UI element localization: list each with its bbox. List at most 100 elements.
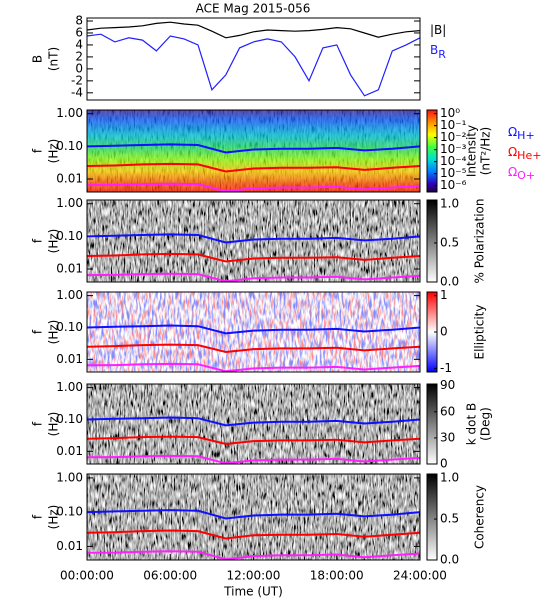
x-tick-label: 18:00:00	[310, 569, 364, 583]
y-axis-label: f	[31, 148, 45, 153]
series-sub: O+	[517, 169, 535, 182]
series-line	[86, 33, 421, 97]
panel: 1.000.100.01f (Hz)ΩH+ΩHe+ΩO+10⁰10⁻¹10⁻²10…	[31, 106, 541, 193]
y-tick-label: 4	[75, 37, 83, 51]
colorbar	[426, 109, 438, 193]
y-axis-label: f	[31, 329, 45, 334]
series-line	[86, 416, 421, 427]
plot-frame	[86, 291, 421, 373]
x-tick-label: 00:00:00	[60, 569, 114, 583]
plot-frame	[86, 199, 421, 283]
series-sub: H+	[517, 129, 535, 142]
panel: 1.00 0.10 0.01 f (Hz) 90 60 30 0 k dot B (Deg)	[31, 378, 493, 470]
series-line	[86, 182, 421, 193]
colorbar-tick-label: 0.0	[440, 553, 459, 567]
y-tick-label: 0.01	[56, 352, 83, 366]
colorbar-tick-label: 10⁻¹	[440, 118, 467, 132]
colorbar-label: k dot B	[465, 403, 479, 445]
y-axis-label: B	[31, 55, 45, 63]
colorbar-label: Intensity	[465, 125, 479, 177]
plot-frame	[86, 473, 421, 561]
plot-frame	[86, 17, 421, 101]
legend-name: B	[430, 43, 438, 57]
legend-sub: R	[438, 48, 446, 61]
y-tick-label: 0.10	[56, 229, 83, 243]
series-label: ΩH+	[508, 125, 535, 143]
colorbar-label: Coherency	[473, 485, 487, 549]
colorbar-tick-label: 10⁻²	[440, 130, 467, 144]
colorbar-label: % Polarization	[473, 199, 487, 284]
colorbar-tick-label: 10⁻⁶	[440, 178, 467, 192]
colorbar-tick-label: 10⁻³	[440, 142, 467, 156]
series-line	[86, 343, 421, 354]
series-line	[86, 324, 421, 335]
y-tick-label: 1.00	[56, 196, 83, 210]
series-name: Ω	[508, 145, 517, 159]
series-name: Ω	[508, 165, 517, 179]
colorbar-label: Ellipticity	[473, 305, 487, 360]
y-tick-label: 6	[75, 25, 83, 39]
colorbar-tick-label: 0.0	[440, 275, 459, 289]
series-line	[86, 272, 421, 283]
y-tick-label: -4	[71, 85, 83, 99]
colorbar-tick-label: 90	[440, 378, 455, 392]
colorbar-tick-label: 1.0	[440, 471, 459, 485]
colorbar-tick-label: 0	[440, 457, 448, 471]
y-axis-label: f	[31, 421, 45, 426]
y-axis-label: f	[31, 514, 45, 519]
colorbar-tick-label: 10⁰	[440, 106, 460, 120]
y-tick-label: 0.10	[56, 320, 83, 334]
y-tick-label: -2	[71, 73, 83, 87]
panel: 1.00 0.10 0.01 f (Hz) 00:00:00 06:00:00 12:00:0…	[31, 470, 487, 598]
y-tick-label: 0.01	[56, 172, 83, 186]
y-tick-label: 1.00	[56, 288, 83, 302]
y-axis-label: (Hz)	[47, 229, 61, 254]
legend-name: |B|	[430, 23, 446, 37]
colorbar-tick-label: 0.5	[440, 235, 459, 249]
colorbar	[426, 199, 438, 283]
series-line	[86, 162, 421, 173]
y-tick-label: 0.01	[56, 444, 83, 458]
y-axis-label: (Hz)	[47, 320, 61, 345]
plot-frame	[86, 383, 421, 465]
series-line	[86, 435, 421, 446]
panel: 1.00 0.10 0.01 f (Hz) 1.0 0.5 0.0 % Polarization	[31, 196, 487, 288]
series-line	[86, 252, 421, 263]
x-tick-label: 24:00:00	[393, 569, 447, 583]
y-tick-label: 2	[75, 49, 83, 63]
series-line	[86, 233, 421, 244]
y-tick-label: 0	[75, 61, 83, 75]
colorbar-tick-label: 0	[440, 325, 448, 339]
chart-title: ACE Mag 2015-056	[196, 2, 311, 16]
colorbar-tick-label: -1	[440, 361, 452, 375]
colorbar-label: (Deg)	[479, 407, 493, 441]
series-line	[86, 21, 421, 39]
y-tick-label: 0.01	[56, 539, 83, 553]
colorbar-label: (nT²/Hz)	[479, 127, 493, 175]
colorbar-tick-label: 10⁻⁵	[440, 166, 467, 180]
y-tick-label: 1.00	[56, 106, 83, 120]
series-line	[86, 529, 421, 540]
y-tick-label: 1.00	[56, 380, 83, 394]
series-label: ΩHe+	[508, 145, 541, 163]
series-name: Ω	[508, 125, 517, 139]
x-tick-label: 12:00:00	[227, 569, 281, 583]
y-tick-label: 0.10	[56, 505, 83, 519]
legend-label: |B|	[430, 23, 446, 37]
series-line	[86, 362, 421, 373]
colorbar	[426, 383, 438, 465]
series-sub: He+	[517, 149, 541, 162]
y-axis-label: (nT)	[47, 47, 61, 71]
series-line	[86, 550, 421, 561]
y-tick-label: 1.00	[56, 470, 83, 484]
colorbar-tick-label: 30	[440, 430, 455, 444]
plot-frame	[86, 109, 421, 193]
colorbar-tick-label: 1	[440, 288, 448, 302]
y-axis-label: (Hz)	[47, 505, 61, 530]
y-tick-label: 8	[75, 13, 83, 27]
series-line	[86, 454, 421, 465]
colorbar-tick-label: 0.5	[440, 512, 459, 526]
series-line	[86, 509, 421, 520]
